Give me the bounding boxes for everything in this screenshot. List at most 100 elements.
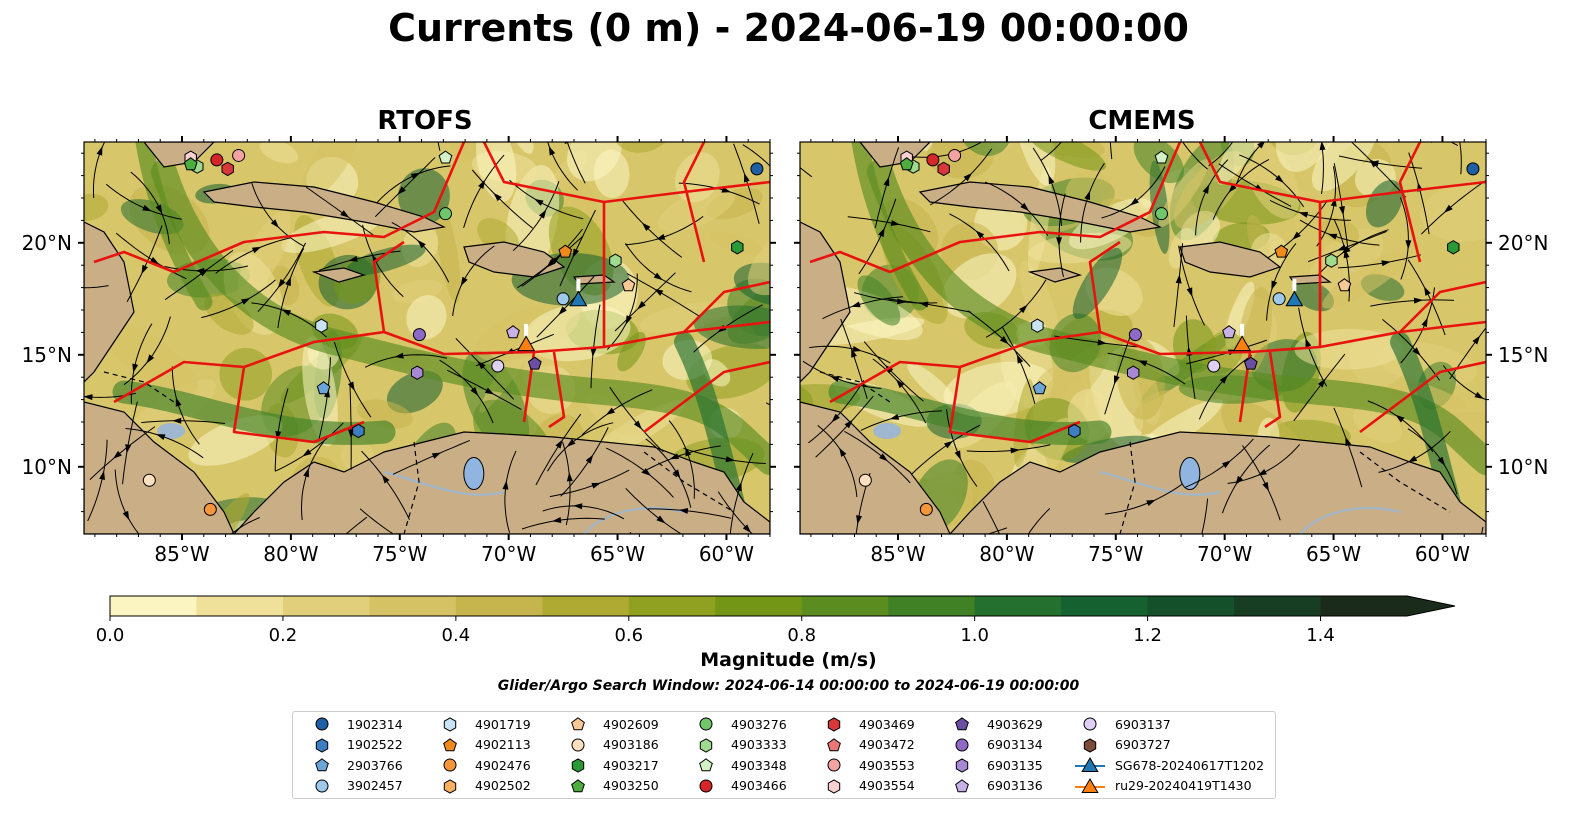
map-panel-cmems[interactable]: 85°W 80°W 75°W 70°W 65°W 60°W 20°N 15°N 10°N <box>794 136 1548 566</box>
streamline-arrow <box>943 440 954 449</box>
streamline-arrow <box>1129 197 1139 206</box>
streamline <box>392 439 470 475</box>
streamline-arrow <box>1292 231 1301 240</box>
legend-label: 4903466 <box>731 778 787 793</box>
circle-marker-icon <box>955 738 969 751</box>
streamline-arrow <box>1437 456 1446 466</box>
streamline <box>626 273 700 317</box>
streamline-arrow <box>1235 475 1243 486</box>
streamline <box>1239 154 1305 208</box>
streamline-arrow <box>742 524 752 533</box>
float-marker <box>1337 278 1352 292</box>
streamline-arrow <box>1319 142 1326 151</box>
streamline-arrow <box>277 278 286 289</box>
streamline-arrow <box>954 450 961 460</box>
float-marker <box>1274 244 1289 258</box>
streamline-arrow <box>1262 481 1269 492</box>
streamline <box>274 388 289 472</box>
map-panel-rtofs[interactable]: 85°W 80°W 75°W 70°W 65°W 60°W 20°N 15°N 10°N <box>22 136 776 566</box>
streamline-arrow <box>1369 160 1379 167</box>
colorbar-segment <box>974 596 1062 616</box>
streamline-arrow <box>1048 174 1055 185</box>
colorbar-tick-label: 0.4 <box>442 625 471 646</box>
streamline <box>1333 163 1349 247</box>
float-marker <box>919 502 933 516</box>
float-marker <box>1325 253 1338 268</box>
map-frame <box>83 141 771 535</box>
streamline-arrow <box>551 256 560 265</box>
legend-item: ru29-20240419T1430 <box>1073 776 1252 796</box>
legend-label: 4902476 <box>475 757 531 773</box>
streamline <box>911 424 981 475</box>
streamline <box>171 366 200 445</box>
speed-patch <box>585 394 642 436</box>
legend: 1902314 1902522 2903766 3902457 4901719 49021… <box>292 711 1276 799</box>
float-marker <box>203 502 217 516</box>
streamline <box>130 323 153 404</box>
float-marker <box>210 153 224 167</box>
speed-patch <box>617 332 646 372</box>
streamline-arrow <box>417 239 426 249</box>
speed-patch <box>346 49 371 91</box>
streamline <box>614 272 676 332</box>
circle-marker-icon <box>1083 717 1097 731</box>
streamline <box>215 237 292 274</box>
panel-title-cmems: CMEMS <box>1088 106 1196 136</box>
streamline-arrow <box>1474 391 1484 399</box>
streamline <box>1058 193 1066 278</box>
landmass <box>800 401 951 534</box>
float-marker <box>750 162 764 176</box>
streamline-arrow <box>175 397 182 407</box>
colorbar-tick-label: 1.0 <box>960 625 989 646</box>
legend-item: 4902113 <box>433 735 531 755</box>
streamline-arrow <box>303 467 309 478</box>
legend-item: 4903348 <box>689 755 787 775</box>
streamline-arrow <box>1381 260 1391 267</box>
streamline <box>201 279 276 319</box>
streamline <box>625 487 683 534</box>
streamline-arrow <box>1341 246 1351 254</box>
lon-label: 70°W <box>481 542 536 566</box>
streamline-arrow <box>653 272 663 281</box>
speed-patch <box>1024 142 1107 171</box>
streamline-arrow <box>1395 414 1405 423</box>
streamline-arrow <box>146 354 155 364</box>
float-marker <box>948 148 962 162</box>
speed-patch <box>1217 142 1273 185</box>
float-marker <box>411 365 424 380</box>
colorbar-segment <box>1234 596 1322 616</box>
speed-patch <box>181 493 250 534</box>
zone-boundary <box>482 142 605 204</box>
streamline <box>802 360 882 389</box>
legend-item: SG678-20240617T1202 <box>1073 755 1264 775</box>
map-frame <box>799 141 1487 535</box>
streamline <box>1407 428 1458 495</box>
streamline <box>1101 166 1166 219</box>
streamline <box>1001 326 1036 405</box>
pentagon-marker-icon <box>955 778 969 792</box>
streamline-arrow <box>1186 287 1193 297</box>
zone-boundary <box>602 180 770 347</box>
lat-label: 20°N <box>1498 231 1548 255</box>
streamline-arrow <box>1019 304 1028 314</box>
hexagon-marker-icon <box>571 758 585 773</box>
streamline-arrow <box>896 379 905 389</box>
speed-patch <box>1294 329 1403 370</box>
streamline-arrow <box>155 204 163 214</box>
landmass <box>918 181 1162 233</box>
float-marker <box>142 473 156 487</box>
landmass <box>311 267 366 283</box>
streamline-arrow <box>1228 184 1237 193</box>
legend-label: 6903136 <box>987 778 1043 793</box>
streamline <box>854 292 938 304</box>
hexagon-marker-icon <box>827 778 841 794</box>
circle-marker-icon <box>315 717 329 731</box>
streamline <box>125 428 204 459</box>
colorbar-tick-label: 0.6 <box>614 625 643 646</box>
legend-label: 6903137 <box>1115 716 1171 732</box>
streamline-arrow <box>1114 375 1120 385</box>
streamline-arrow <box>1010 447 1020 454</box>
lat-label: 20°N <box>22 231 72 255</box>
speed-patch <box>1353 407 1403 444</box>
legend-item: 4903553 <box>817 755 915 775</box>
